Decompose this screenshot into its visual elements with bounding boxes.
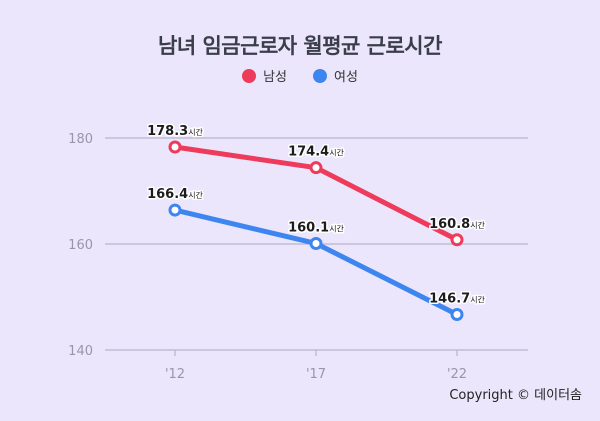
chart-legend: 남성 여성 <box>0 66 600 85</box>
legend-marker-male <box>242 68 257 83</box>
x-tick-label: '22 <box>447 367 467 382</box>
y-tick-label: 140 <box>68 344 93 359</box>
x-tick-label: '12 <box>165 367 185 382</box>
data-point <box>309 161 323 175</box>
legend-label-male: 남성 <box>263 70 287 85</box>
data-label: 146.7시간 <box>429 291 485 306</box>
data-point <box>168 203 182 217</box>
y-tick-label: 160 <box>68 238 93 253</box>
data-label: 160.8시간 <box>429 217 485 232</box>
copyright-text: Copyright © 데이터솜 <box>449 388 582 403</box>
legend-marker-female <box>313 68 327 83</box>
legend-item-male[interactable]: 남성 <box>242 66 287 85</box>
data-point <box>450 307 464 321</box>
legend-label-female: 여성 <box>334 70 358 85</box>
chart-title: 남녀 임금근로자 월평균 근로시간 <box>158 34 442 58</box>
data-point <box>309 236 323 250</box>
legend-item-female[interactable]: 여성 <box>313 66 358 85</box>
data-label: 166.4시간 <box>147 187 203 202</box>
data-label: 178.3시간 <box>147 124 203 139</box>
y-tick-label: 180 <box>68 132 93 147</box>
data-label: 174.4시간 <box>288 145 344 160</box>
data-point <box>450 233 464 247</box>
data-label: 160.1시간 <box>288 220 344 235</box>
x-tick-label: '17 <box>306 367 326 382</box>
data-point <box>168 140 182 154</box>
